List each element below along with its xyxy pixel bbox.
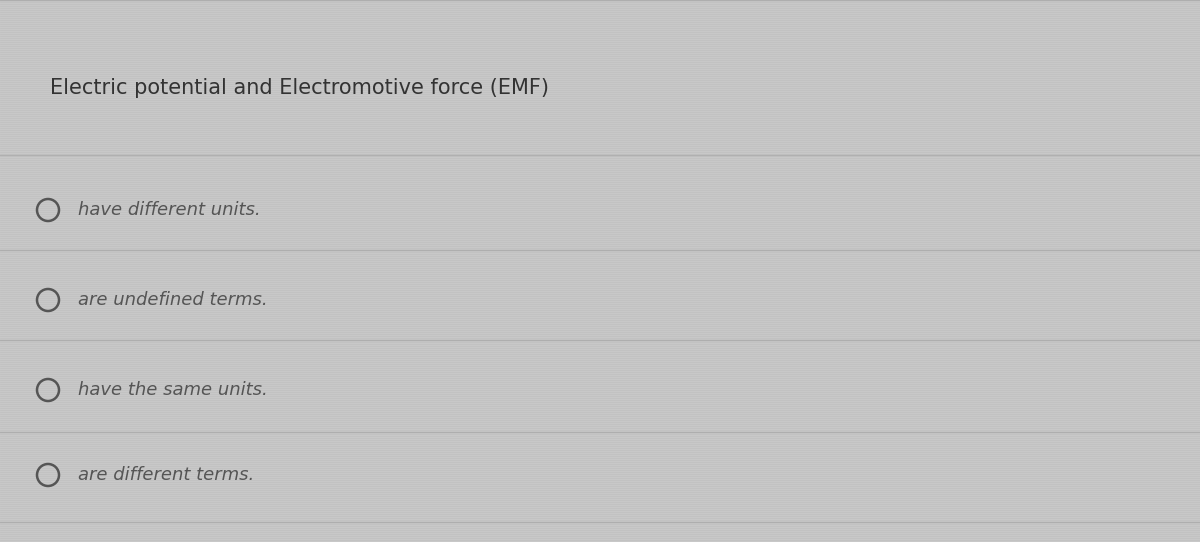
Text: are undefined terms.: are undefined terms. bbox=[78, 291, 268, 309]
Text: are different terms.: are different terms. bbox=[78, 466, 254, 484]
Text: Electric potential and Electromotive force (EMF): Electric potential and Electromotive for… bbox=[50, 78, 550, 98]
Text: have different units.: have different units. bbox=[78, 201, 260, 219]
Text: have the same units.: have the same units. bbox=[78, 381, 268, 399]
